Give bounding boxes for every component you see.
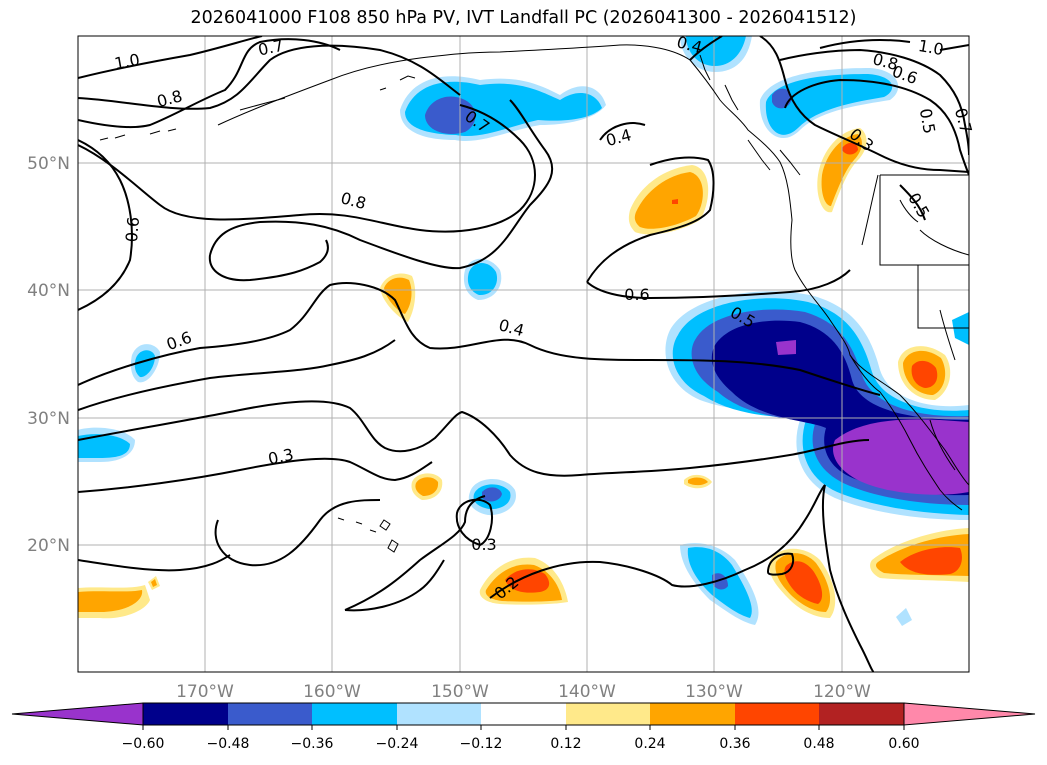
colorbar-tick-label: 0.24 xyxy=(634,736,665,752)
graticule xyxy=(78,36,969,672)
pos-anomaly-small xyxy=(415,477,439,496)
colorbar-tick-label: −0.24 xyxy=(376,736,419,752)
lon-label: 130°W xyxy=(685,682,743,702)
colorbar-segment xyxy=(566,703,650,725)
colorbar-segment xyxy=(397,703,481,725)
lon-label: 170°W xyxy=(176,682,234,702)
pv-contours xyxy=(78,36,969,672)
colorbar-segment xyxy=(735,703,819,725)
pos-anomaly-east xyxy=(900,547,962,575)
colorbar-tick-label: −0.60 xyxy=(122,736,165,752)
colorbar-segment xyxy=(228,703,312,725)
neg-anomaly-core xyxy=(833,419,969,495)
neg-anomaly-small xyxy=(896,608,912,626)
neg-anomaly-bc xyxy=(765,74,893,135)
colorbar-tick-label: 0.48 xyxy=(803,736,834,752)
colorbar-segment xyxy=(481,703,566,725)
colorbar-tick-label: 0.12 xyxy=(550,736,581,752)
lon-label: 150°W xyxy=(431,682,489,702)
lat-label: 20°N xyxy=(27,536,70,556)
neg-anomaly-small xyxy=(78,434,130,458)
neg-anomaly-small xyxy=(482,487,502,502)
colorbar-segment xyxy=(312,703,397,725)
pos-anomaly-bc xyxy=(842,142,858,155)
colorbar-segment xyxy=(819,703,904,725)
colorbar-tick-label: −0.36 xyxy=(291,736,334,752)
contour-label: 0.7 xyxy=(256,36,285,60)
colorbar-tick-label: 0.60 xyxy=(888,736,919,752)
pos-anomaly-small xyxy=(384,277,412,314)
lat-label: 50°N xyxy=(27,154,70,174)
colorbar-segment xyxy=(143,703,228,725)
pos-anomaly-pac xyxy=(634,172,703,229)
longitude-labels: 170°W 160°W 150°W 140°W 130°W 120°W xyxy=(176,682,871,702)
pos-anomaly-hawaii-east xyxy=(505,569,550,593)
colorbar-tick-label: 0.36 xyxy=(719,736,750,752)
lon-label: 140°W xyxy=(558,682,616,702)
neg-anomaly-core xyxy=(776,340,796,355)
neg-anomaly-small xyxy=(134,350,155,378)
colorbar-segment xyxy=(650,703,735,725)
contour-label: 1.0 xyxy=(917,36,945,59)
chart-title: 2026041000 F108 850 hPa PV, IVT Landfall… xyxy=(190,8,857,28)
map-frame xyxy=(77,35,970,673)
pos-anomaly-west xyxy=(78,590,143,612)
lon-label: 120°W xyxy=(813,682,871,702)
colorbar: −0.60 −0.48 −0.36 −0.24 −0.12 0.12 0.24 … xyxy=(11,702,1036,752)
contour-label: 0.6 xyxy=(624,285,649,304)
colorbar-extend-min xyxy=(11,702,144,726)
contour-label: 0.5 xyxy=(916,107,939,135)
neg-anomaly-small xyxy=(712,573,728,590)
contour-label: 0.6 xyxy=(122,216,143,243)
lat-label: 40°N xyxy=(27,281,70,301)
lat-label: 30°N xyxy=(27,409,70,429)
pos-anomaly-small xyxy=(688,477,708,486)
contour-label: 0.3 xyxy=(266,445,295,469)
pos-anomaly-west xyxy=(151,579,157,587)
colorbar-extend-max xyxy=(903,702,1036,726)
lon-label: 160°W xyxy=(303,682,361,702)
pos-anomaly-pac xyxy=(672,199,678,204)
colorbar-tick-label: −0.48 xyxy=(207,736,250,752)
contour-label: 1.0 xyxy=(113,50,141,73)
contour-label: 0.3 xyxy=(471,535,496,554)
pos-anomaly-se xyxy=(784,561,823,604)
pos-anomaly-baja xyxy=(911,360,938,388)
neg-anomaly-small xyxy=(467,263,498,296)
latitude-labels: 50°N 40°N 30°N 20°N xyxy=(27,154,70,556)
coastlines xyxy=(99,44,969,553)
shading-layer xyxy=(78,36,969,626)
colorbar-tick-label: −0.12 xyxy=(460,736,503,752)
